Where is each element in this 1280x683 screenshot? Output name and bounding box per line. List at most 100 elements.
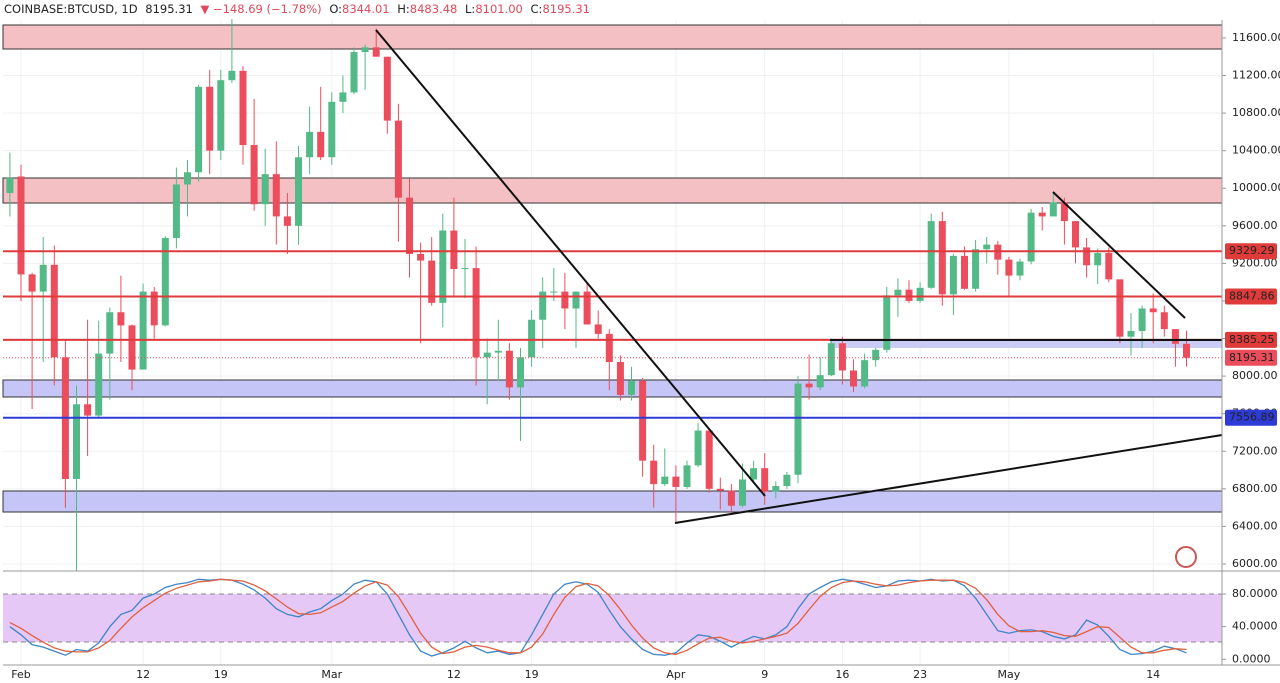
candle-body: [750, 468, 758, 480]
y-tick-label: 11600.00: [1232, 31, 1280, 44]
y-tick-label: 10800.00: [1232, 106, 1280, 119]
candle-body: [1005, 259, 1013, 276]
candle-body: [306, 131, 314, 158]
plot: [3, 19, 1222, 657]
candle-body: [106, 312, 114, 354]
y-tick-label: 80.0000: [1232, 587, 1278, 600]
candle-body: [505, 350, 513, 388]
support-zone: [2, 490, 1223, 513]
y-tick-label: 6800.00: [1232, 482, 1278, 495]
candle-body: [761, 468, 769, 492]
candle-body: [694, 430, 702, 466]
candle-body: [605, 333, 613, 363]
candle-body: [961, 255, 968, 289]
candle-body: [1094, 253, 1102, 266]
candle-body: [1083, 247, 1091, 266]
candle-body: [450, 230, 458, 270]
candle-body: [1016, 261, 1024, 276]
candle-body: [350, 52, 358, 93]
candle-body: [483, 352, 491, 358]
price-label: 8847.86: [1229, 289, 1275, 302]
ohlc-label: O:: [329, 2, 342, 16]
candle-body: [139, 291, 147, 370]
candle-body: [850, 370, 857, 387]
y-tick-label: 9600.00: [1232, 219, 1278, 232]
candle-body: [217, 80, 225, 151]
price-label-box: [1225, 288, 1277, 305]
change: ▼ −148.69 (−1.78%): [200, 2, 321, 16]
candle-body: [228, 70, 236, 81]
price-label: 9329.29: [1229, 244, 1275, 257]
symbol: COINBASE:BTCUSD, 1D: [4, 2, 138, 16]
price-label: 8385.25: [1229, 333, 1275, 346]
candle-body: [916, 287, 924, 301]
candle-body: [838, 343, 846, 371]
y-tick-label: 0.0000: [1232, 652, 1271, 665]
ohlc-label: L:: [465, 2, 475, 16]
candle-body: [184, 172, 191, 185]
x-tick-label: 14: [1146, 668, 1160, 681]
candle-body: [283, 216, 291, 226]
candle-body: [39, 264, 47, 292]
x-tick-label: 12: [447, 668, 461, 681]
candle-body: [417, 253, 425, 261]
candle-body: [328, 101, 336, 158]
support-band: [830, 340, 1222, 348]
price-label-box: [1225, 349, 1277, 366]
candle-body: [639, 380, 647, 461]
candle-body: [794, 383, 802, 475]
trend-line: [375, 29, 766, 497]
candle-body: [517, 357, 524, 388]
candle-body: [1060, 202, 1068, 222]
candle-body: [561, 291, 569, 309]
y-tick-label: 7200.00: [1232, 444, 1278, 457]
y-tick-label: 10000.00: [1232, 181, 1280, 194]
candle-body: [73, 404, 80, 479]
y-tick-label: 11200.00: [1232, 69, 1280, 82]
candle-body: [1027, 212, 1035, 262]
candle-body: [128, 325, 136, 370]
trend-line: [1052, 191, 1186, 319]
candle-body: [361, 47, 369, 53]
candle-body: [50, 264, 58, 358]
candle-body: [1160, 312, 1168, 330]
candle-body: [705, 430, 713, 489]
y-tick-label: 6000.00: [1232, 557, 1278, 570]
icon[interactable]: [1175, 546, 1197, 568]
candle-body: [594, 324, 602, 334]
candle-body: [572, 291, 580, 309]
candle-body: [1149, 308, 1157, 313]
candle-body: [927, 221, 935, 288]
candle-body: [583, 291, 591, 325]
x-tick-label: 19: [214, 668, 228, 681]
candle-body: [1171, 329, 1179, 344]
x-tick-label: Apr: [666, 668, 686, 681]
x-tick-label: 9: [761, 668, 768, 681]
candle-body: [250, 145, 258, 205]
candle-body: [1116, 279, 1124, 337]
candle-body: [494, 350, 502, 353]
candle-body: [1049, 202, 1057, 217]
candle-body: [550, 291, 558, 293]
ohlc-value: 8101.00: [475, 2, 523, 16]
support-zone: [2, 379, 1223, 398]
candle-body: [805, 383, 813, 388]
candle-body: [872, 349, 880, 361]
candle-body: [17, 176, 25, 275]
oscillator-line: [9, 578, 1187, 656]
y-tick-label: 6400.00: [1232, 519, 1278, 532]
x-tick-label: 19: [525, 668, 539, 681]
candle-body: [1072, 221, 1079, 248]
candle-body: [383, 56, 391, 121]
candle-body: [161, 238, 169, 326]
drawings: [375, 29, 1223, 524]
candle-body: [1105, 253, 1113, 280]
candle-body: [827, 343, 835, 376]
ohlc-label: C:: [531, 2, 543, 16]
candle-body: [394, 120, 402, 198]
candle-body: [172, 184, 180, 239]
candle-body: [772, 486, 780, 492]
candle-body: [650, 460, 658, 485]
header: COINBASE:BTCUSD, 1D 8195.31 ▼ −148.69 (−…: [4, 2, 590, 16]
